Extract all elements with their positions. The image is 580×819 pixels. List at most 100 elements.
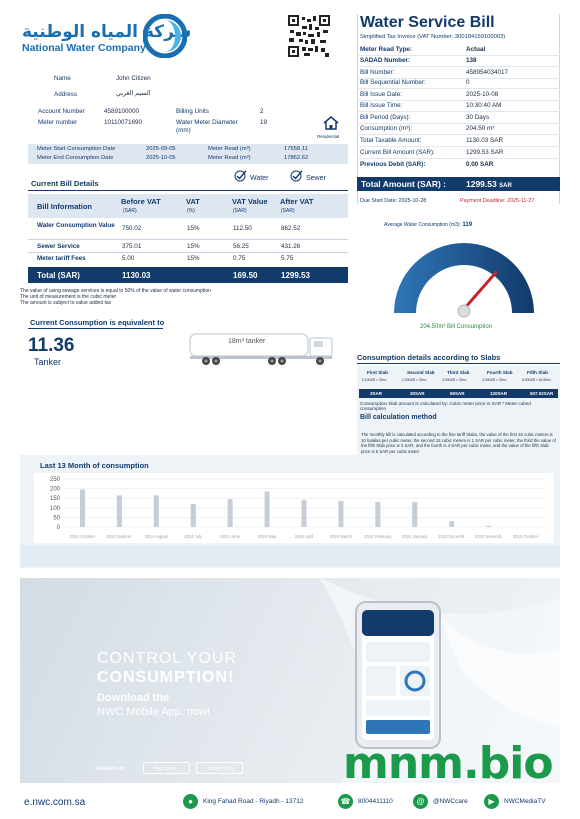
available-at-label: Available at:: [96, 766, 126, 772]
tanker-truck-icon: [189, 333, 333, 365]
history-bottom-strip: [20, 545, 560, 567]
bill-row-value: 10:30:40 AM: [466, 102, 502, 109]
bill-row-label: Bill Issue Time:: [360, 102, 403, 109]
slab-price: 4.00SAR × 30m³: [482, 378, 507, 382]
promo-banner[interactable]: [20, 578, 560, 783]
promo-line-3: Download the: [97, 692, 170, 704]
calc-method-title: Bill calculation method: [360, 414, 437, 421]
bill-row-label: Bill Issue Date:: [360, 91, 402, 98]
promo-line-4: NWC Mobile App. now!: [97, 706, 211, 718]
account-value: 4589100000: [104, 108, 140, 115]
slab-value: 507.02SAR: [530, 391, 554, 396]
x-tick-label: 2024 June: [220, 534, 240, 539]
row-fees-before: 5.00: [122, 255, 135, 262]
row-water-before: 750.02: [122, 225, 142, 232]
gauge-arc: [394, 243, 534, 313]
x-tick-label: 2023 October: [513, 534, 539, 539]
app-store-label: App Store: [154, 766, 177, 772]
bill-row-divider: [357, 55, 560, 56]
tanker-capacity-label: 18m³ tanker: [228, 338, 266, 345]
meter-number-value: 10110071690: [104, 119, 143, 126]
chart-bar: [412, 502, 418, 527]
col-bill-info: Bill Information: [37, 202, 92, 211]
calc-method-text: The monthly bill is calculated according…: [361, 432, 556, 454]
promo-line-2: CONSUMPTION!: [97, 669, 235, 686]
row-sewer-after: 431.26: [281, 243, 301, 250]
bill-row-value: 1299.53 SAR: [466, 149, 504, 156]
footer-address: King Fahad Road - Riyadh - 13712: [203, 798, 304, 805]
row-sewer-name: Sewer Service: [37, 243, 80, 250]
app-store-button[interactable]: App Store: [143, 762, 190, 774]
equivalent-title: Current Consumption is equivalent to: [30, 318, 165, 327]
row-water-vat-value: 112.50: [233, 225, 252, 232]
y-tick-label: 150: [50, 496, 61, 502]
diameter-label: Water Meter Diameter (mm): [176, 119, 238, 134]
bill-subtitle: Simplified Tax Invoice (VAT Number: 3001…: [360, 34, 506, 40]
x-tick-label: 2024 August: [145, 534, 169, 539]
slabs-title: Consumption details according to Slabs: [357, 353, 501, 362]
footer-website-link[interactable]: e.nwc.com.sa: [24, 797, 86, 808]
qr-code-icon: [287, 14, 331, 58]
bill-row-divider: [357, 66, 560, 67]
footer-twitter[interactable]: @NWCcare: [433, 798, 468, 805]
bill-row-value: Actual: [466, 46, 486, 53]
bill-title: Water Service Bill: [360, 14, 495, 31]
meter-start-read: 17658.11: [284, 146, 308, 152]
chart-bar: [116, 495, 122, 527]
meter-number-label: Meter number: [38, 119, 78, 126]
water-check-icon: [234, 170, 247, 182]
total-row-vat-value: 169.50: [233, 271, 258, 280]
y-tick-label: 200: [50, 487, 61, 493]
sewer-label: Sewer: [306, 175, 326, 182]
col-vat-value: VAT Value: [232, 197, 268, 206]
name-label: Name: [54, 75, 71, 82]
chart-bar: [301, 500, 307, 527]
gauge-needle: [462, 270, 498, 311]
row-water-vat: 15%: [187, 225, 200, 232]
slab-name: Fifth Slab: [527, 370, 548, 375]
gauge-title: Average Water Consumption (m3): 119: [384, 222, 472, 228]
x-tick-label: 2024 March: [330, 534, 353, 539]
bill-row-divider: [357, 123, 560, 124]
history-title: Last 13 Month of consumption: [40, 461, 149, 470]
slabs-underline: [357, 363, 560, 364]
bill-row-label: Consumption (m³):: [360, 125, 413, 132]
chart-bar: [375, 502, 381, 527]
bill-table-header: [28, 194, 348, 218]
total-amount-label: Total Amount (SAR) :: [361, 179, 446, 189]
bill-row-divider: [357, 146, 560, 147]
y-tick-label: 50: [53, 515, 60, 521]
meter-start-date: 2025-09-05: [146, 146, 176, 152]
company-logo-icon: [143, 14, 187, 58]
footer-phone[interactable]: 8004411110: [358, 798, 393, 805]
row-divider: [28, 239, 348, 240]
row-fees-vat-value: 0.75: [233, 255, 246, 262]
row-water-after: 862.52: [281, 225, 301, 232]
col-vat: VAT: [186, 197, 200, 206]
x-tick-label: 2024 January: [402, 534, 428, 539]
slab-name: Fourth Slab: [487, 370, 513, 375]
bill-row-value: 138: [466, 57, 477, 64]
gauge-hub: [457, 304, 471, 318]
equivalent-unit: Tanker: [34, 357, 62, 367]
slabs-value-bar: [359, 389, 558, 398]
gauge-average-value: 119: [462, 222, 473, 228]
footer-media[interactable]: NWCMediaTV: [504, 798, 546, 805]
col-after-vat-unit: (SAR): [281, 208, 295, 214]
google-play-button[interactable]: Google Play: [196, 762, 243, 774]
equivalent-underline: [28, 328, 163, 329]
bill-row-divider: [357, 158, 560, 159]
slab-name: Second Slab: [407, 370, 435, 375]
history-bar-chart: 250 200 150 100 50 0 2024 October 2024 Septem. 2…: [50, 477, 544, 539]
phone-icon: ☎: [338, 794, 353, 809]
x-tick-label: 2024 Septem.: [106, 534, 132, 539]
meter-end-read: 17862.62: [284, 155, 309, 161]
chart-bar: [486, 526, 492, 527]
bill-details-title: Current Bill Details: [31, 179, 99, 188]
total-row-after: 1299.53: [281, 271, 310, 280]
bill-row-divider: [357, 78, 560, 79]
youtube-icon: ▶: [484, 794, 499, 809]
equivalent-value: 11.36: [28, 335, 75, 356]
slab-name: Third Slab: [447, 370, 470, 375]
x-tick-label: 2024 October: [70, 534, 96, 539]
